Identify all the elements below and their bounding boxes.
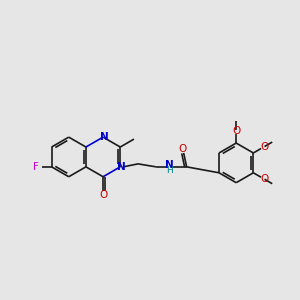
Text: N: N [100,132,108,142]
Text: O: O [178,144,187,154]
Text: O: O [260,142,268,152]
Text: O: O [232,126,240,136]
Text: F: F [33,162,39,172]
Text: N: N [117,162,126,172]
Text: N: N [165,160,174,170]
Text: O: O [260,174,268,184]
Text: O: O [99,190,107,200]
Text: H: H [167,166,173,175]
